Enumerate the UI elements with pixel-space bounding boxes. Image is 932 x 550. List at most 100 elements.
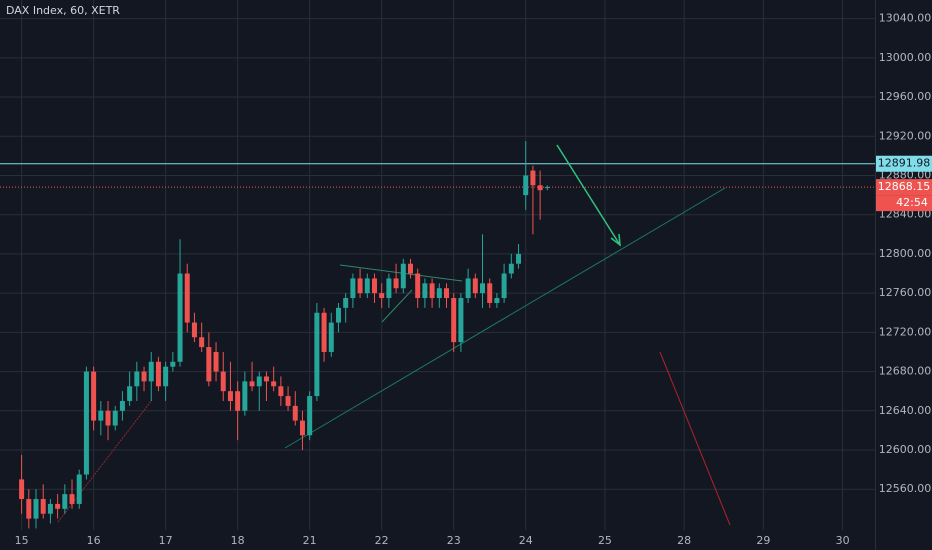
x-tick-label: 29 — [756, 534, 770, 547]
candle-body — [98, 410, 104, 421]
candle-body — [501, 273, 507, 299]
y-tick-label: 13040.00 — [879, 12, 932, 25]
y-tick-label: 12720.00 — [879, 325, 932, 338]
candle-body — [386, 278, 392, 299]
candle-body — [155, 361, 161, 387]
candle-body — [458, 298, 464, 343]
candle-body — [357, 278, 363, 294]
trend-line — [284, 187, 726, 449]
labels: 12560.00 12600.00 12640.00 12680.00 12720.00… — [15, 12, 932, 547]
x-tick-label: 18 — [231, 534, 245, 547]
x-tick-label: 25 — [598, 534, 612, 547]
candle-body — [33, 499, 39, 519]
candle-body — [19, 479, 25, 500]
x-tick-label: 24 — [519, 534, 533, 547]
y-tick-label: 12640.00 — [879, 404, 932, 417]
candle-body — [407, 263, 413, 274]
candle-body — [40, 499, 46, 514]
candle-body — [480, 283, 486, 294]
candle-body — [112, 410, 118, 426]
candle-body — [343, 298, 349, 308]
candle-body — [256, 376, 262, 387]
y-tick-label: 12960.00 — [879, 90, 932, 103]
grid — [0, 0, 875, 530]
x-tick-label: 21 — [303, 534, 317, 547]
price-label-box — [876, 179, 932, 196]
candle-body — [429, 283, 435, 299]
x-tick-label: 15 — [15, 534, 29, 547]
candle-body — [278, 386, 284, 397]
arrow — [556, 144, 621, 246]
candle-body — [537, 185, 543, 191]
candle-body — [177, 273, 183, 362]
candle-body — [220, 371, 226, 392]
candle-body — [422, 283, 428, 299]
candle-body — [400, 263, 406, 289]
candle-body — [444, 288, 450, 299]
candle-body — [451, 298, 457, 343]
candle-body — [371, 278, 377, 294]
y-tick-label: 12760.00 — [879, 286, 932, 299]
candle-body — [364, 278, 370, 294]
trend-line — [659, 351, 731, 526]
candle-body — [415, 273, 421, 299]
candle-body — [119, 400, 125, 411]
y-tick-label: 12560.00 — [879, 482, 932, 495]
candle-body — [184, 273, 190, 323]
candle-body — [393, 278, 399, 289]
candle-body — [472, 278, 478, 294]
x-tick-label: 28 — [677, 534, 691, 547]
countdown-box — [876, 195, 932, 212]
candles — [19, 141, 550, 529]
candle-body — [213, 351, 219, 372]
candle-body — [350, 278, 356, 299]
x-tick-label: 16 — [87, 534, 101, 547]
candle-body — [206, 347, 212, 382]
candle-body — [321, 312, 327, 352]
candle-body — [285, 396, 291, 406]
candle-body — [83, 371, 89, 475]
candle-body — [544, 187, 550, 189]
candle-body — [487, 283, 493, 303]
countdown: 42:54 — [896, 196, 928, 209]
candle-body — [516, 253, 522, 264]
chart-title: DAX Index, 60, XETR — [6, 4, 120, 17]
candle-body — [76, 474, 82, 504]
candle-body — [47, 503, 53, 514]
candle-body — [148, 361, 154, 382]
price-label: 12891.98 — [878, 157, 931, 170]
candle-body — [328, 322, 334, 352]
price-label-box — [876, 155, 932, 172]
x-tick-label: 23 — [447, 534, 461, 547]
y-tick-label: 13000.00 — [879, 51, 932, 64]
arrow-head — [610, 233, 621, 247]
candle-body — [235, 391, 241, 411]
candle-body — [436, 288, 442, 299]
candle-body — [263, 376, 269, 382]
candle-body — [465, 278, 471, 299]
candle-body — [335, 307, 341, 323]
candle-body — [105, 410, 111, 426]
candle-body — [249, 381, 255, 387]
candle-body — [314, 312, 320, 397]
y-tick-label: 12920.00 — [879, 129, 932, 142]
y-tick-label: 12600.00 — [879, 443, 932, 456]
x-tick-label: 17 — [159, 534, 173, 547]
candle-body — [530, 170, 536, 186]
candle-body — [307, 396, 313, 436]
candle-body — [69, 494, 75, 504]
candle-body — [91, 371, 97, 421]
candle-body — [62, 494, 68, 509]
candle-body — [127, 386, 133, 401]
y-tick-label: 12680.00 — [879, 365, 932, 378]
candle-body — [494, 298, 500, 303]
price-label: 12868.15 — [878, 180, 931, 193]
candle-body — [271, 381, 277, 387]
candle-body — [242, 381, 248, 411]
candle-body — [191, 322, 197, 338]
candle-body — [199, 337, 205, 348]
candle-body — [523, 175, 529, 196]
